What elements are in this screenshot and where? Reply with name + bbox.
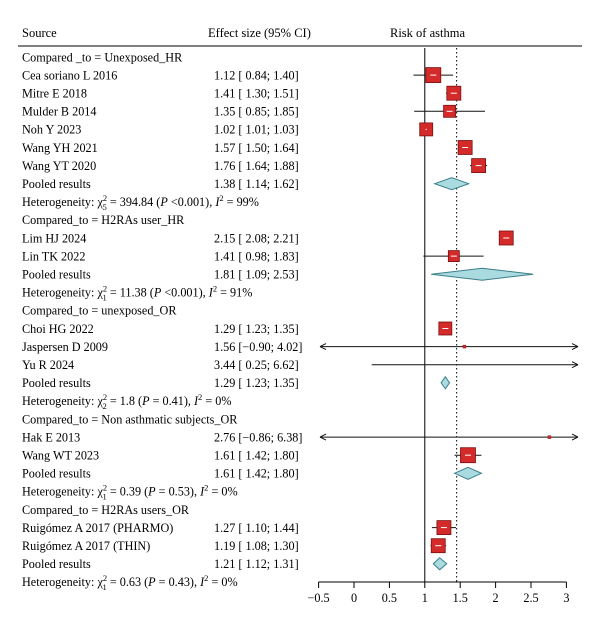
study-label: Wang WT 2023 [22,449,99,463]
ci-right-arrow [571,361,579,369]
pooled-label: Pooled results [22,177,91,191]
pooled-label: Pooled results [22,268,91,282]
study-label: Lim HJ 2024 [22,231,86,245]
study-label: Ruigómez A 2017 (THIN) [22,539,150,553]
pooled-diamond [432,557,448,571]
effect-size-value: 1.27 [ 1.10; 1.44] [214,521,299,535]
effect-size-value: 1.41 [ 0.98; 1.83] [214,249,299,263]
effect-size-value: 1.61 [ 1.42; 1.80] [214,449,299,463]
x-tick-label: 1.5 [453,591,468,605]
effect-size-value: 1.02 [ 1.01; 1.03] [214,123,299,137]
risk-header: Risk of asthma [390,26,465,40]
pooled-diamond [433,177,471,191]
study-weight-box [547,435,552,439]
effect-size-value: 1.29 [ 1.23; 1.35] [214,376,299,390]
effect-size-value: 1.56 [−0.90; 4.02] [214,340,302,354]
source-header: Source [22,26,57,40]
effect-size-header: Effect size (95% CI) [208,26,311,40]
forest-rows: Compared _to = Unexposed_HR Cea soriano L… [22,50,302,592]
effect-size-value: 1.19 [ 1.08; 1.30] [214,539,299,553]
heterogeneity-text: Heterogeneity: χ2 1 = 11.38 (P <0.001), I… [22,284,252,303]
forest-marks [319,48,579,582]
study-label: Ruigómez A 2017 (PHARMO) [22,521,173,535]
heterogeneity-text: Heterogeneity: χ2 2 = 1.8 (P = 0.41), I2 … [22,392,232,411]
study-label: Cea soriano L 2016 [22,68,117,82]
study-label: Noh Y 2023 [22,123,81,137]
pooled-diamond [453,466,483,480]
ci-left-arrow [319,343,327,351]
effect-size-value: 1.12 [ 0.84; 1.40] [214,68,299,82]
pooled-diamond [431,267,534,281]
x-tick-label: 1 [422,591,428,605]
x-tick-label: 3 [563,591,569,605]
pooled-diamond [440,375,451,390]
effect-size-value: 1.21 [ 1.12; 1.31] [214,557,299,571]
subgroup-label: Compared_to = Non asthmatic subjects_OR [22,412,238,426]
study-label: Jaspersen D 2009 [22,340,108,354]
study-label: Yu R 2024 [22,358,74,372]
study-label: Wang YH 2021 [22,141,98,155]
study-label: Wang YT 2020 [22,159,96,173]
heterogeneity-text: Heterogeneity: χ2 5 = 394.84 (P <0.001), … [22,193,259,212]
subgroup-label: Compared _to = Unexposed_HR [22,50,183,64]
effect-size-value: 2.76 [−0.86; 6.38] [214,430,302,444]
study-label: Lin TK 2022 [22,249,85,263]
effect-size-value: 1.35 [ 0.85; 1.85] [214,105,299,119]
effect-size-value: 3.44 [ 0.25; 6.62] [214,358,299,372]
ci-right-arrow [571,433,579,441]
pooled-label: Pooled results [22,557,91,571]
study-label: Mitre E 2018 [22,87,87,101]
effect-size-value: 1.76 [ 1.64; 1.88] [214,159,299,173]
subgroup-label: Compared_to = unexposed_OR [22,304,177,318]
pooled-label: Pooled results [22,376,91,390]
ci-right-arrow [571,343,579,351]
heterogeneity-text: Heterogeneity: χ2 1 = 0.39 (P = 0.53), I2… [22,483,238,502]
study-label: Hak E 2013 [22,430,80,444]
effect-size-value: 1.41 [ 1.30; 1.51] [214,87,299,101]
x-tick-label: 0.5 [382,591,397,605]
ci-left-arrow [319,433,327,441]
subgroup-label: Compared_to = H2RAs users_OR [22,503,190,517]
effect-size-value: 1.29 [ 1.23; 1.35] [214,322,299,336]
x-axis: −0.5 0 0.5 1 1.5 2 2.5 3 [308,581,569,605]
effect-size-value: 1.81 [ 1.09; 2.53] [214,268,299,282]
x-tick-label: −0.5 [308,591,330,605]
subgroup-label: Compared_to = H2RAs user_HR [22,213,185,227]
x-tick-label: 0 [351,591,357,605]
effect-size-value: 2.15 [ 2.08; 2.21] [214,231,299,245]
pooled-label: Pooled results [22,467,91,481]
study-label: Mulder B 2014 [22,105,96,119]
study-label: Choi HG 2022 [22,322,94,336]
effect-size-value: 1.57 [ 1.50; 1.64] [214,141,299,155]
effect-size-value: 1.38 [ 1.14; 1.62] [214,177,299,191]
heterogeneity-text: Heterogeneity: χ2 1 = 0.63 (P = 0.43), I2… [22,573,238,592]
study-weight-box [462,344,467,349]
effect-size-value: 1.61 [ 1.42; 1.80] [214,467,299,481]
x-tick-label: 2.5 [523,591,538,605]
x-tick-label: 2 [493,591,499,605]
